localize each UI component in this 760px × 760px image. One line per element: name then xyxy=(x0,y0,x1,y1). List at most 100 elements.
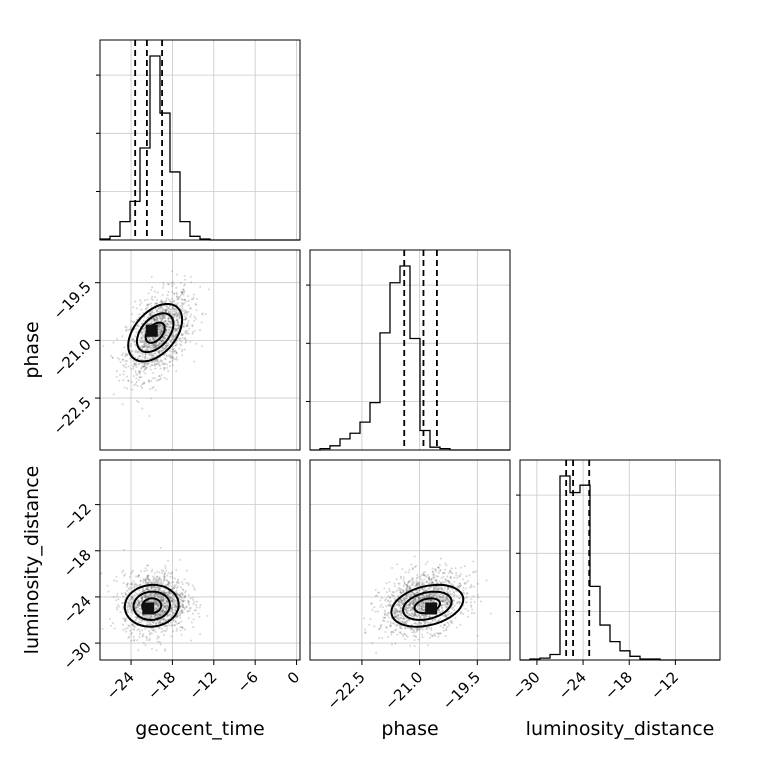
sample-point xyxy=(163,367,166,370)
sample-point xyxy=(164,332,167,335)
sample-point xyxy=(148,322,151,325)
sample-point xyxy=(436,587,439,590)
sample-point xyxy=(414,566,417,569)
sample-point xyxy=(159,622,162,625)
sample-point xyxy=(148,361,151,364)
sample-point xyxy=(144,578,147,581)
sample-point xyxy=(156,575,159,578)
sample-point xyxy=(173,599,176,602)
sample-point xyxy=(128,587,131,590)
sample-point xyxy=(401,599,404,602)
sample-point xyxy=(141,353,144,356)
sample-point xyxy=(452,590,455,593)
sample-point xyxy=(402,589,405,592)
sample-point xyxy=(141,587,144,590)
sample-point xyxy=(130,605,133,608)
sample-point xyxy=(394,604,397,607)
sample-point xyxy=(176,322,179,325)
sample-point xyxy=(171,597,174,600)
sample-point xyxy=(130,598,133,601)
sample-point xyxy=(420,606,423,609)
sample-point xyxy=(470,598,473,601)
sample-point xyxy=(419,622,422,625)
sample-point xyxy=(169,355,172,358)
sample-point xyxy=(156,613,159,616)
sample-point xyxy=(180,604,183,607)
sample-point xyxy=(410,563,413,566)
sample-point xyxy=(133,362,136,365)
sample-point xyxy=(147,322,150,325)
sample-point xyxy=(118,379,121,382)
sample-point xyxy=(153,318,156,321)
sample-point xyxy=(170,635,173,638)
sample-point xyxy=(141,345,144,348)
sample-point xyxy=(399,608,402,611)
sample-point xyxy=(158,579,161,582)
sample-point xyxy=(141,345,144,348)
sample-point xyxy=(152,621,155,624)
panel-frame xyxy=(519,459,721,661)
sample-point xyxy=(178,295,181,298)
sample-point xyxy=(152,578,155,581)
sample-point xyxy=(394,642,397,645)
sample-point xyxy=(168,361,171,364)
sample-point xyxy=(131,338,134,341)
sample-point xyxy=(164,607,167,610)
sample-point xyxy=(388,624,391,627)
sample-point xyxy=(427,588,430,591)
sample-point xyxy=(144,372,147,375)
sample-point xyxy=(128,635,131,638)
sample-point xyxy=(147,379,150,382)
sample-point xyxy=(447,579,450,582)
sample-point xyxy=(170,350,173,353)
sample-point xyxy=(157,310,160,313)
sample-point xyxy=(448,602,451,605)
sample-point xyxy=(172,347,175,350)
sample-point xyxy=(122,601,125,604)
sample-point xyxy=(154,630,157,633)
sample-point xyxy=(170,599,173,602)
sample-point xyxy=(168,596,171,599)
sample-point xyxy=(169,572,172,575)
sample-point xyxy=(413,631,416,634)
sample-point xyxy=(159,317,162,320)
sample-point xyxy=(399,601,402,604)
sample-point xyxy=(162,599,165,602)
sample-point xyxy=(182,611,185,614)
sample-point xyxy=(411,601,414,604)
sample-point xyxy=(139,611,142,614)
sample-point xyxy=(158,306,161,309)
sample-point xyxy=(383,611,386,614)
sample-point xyxy=(171,581,174,584)
sample-point xyxy=(458,574,461,577)
sample-point xyxy=(416,583,419,586)
sample-point xyxy=(136,357,139,360)
sample-point xyxy=(432,599,435,602)
sample-point xyxy=(150,361,153,364)
sample-point xyxy=(140,620,143,623)
sample-point xyxy=(165,579,168,582)
sample-point xyxy=(164,319,167,322)
sample-point xyxy=(183,599,186,602)
sample-point xyxy=(444,614,447,617)
sample-point xyxy=(447,580,450,583)
sample-point xyxy=(431,619,434,622)
sample-point xyxy=(181,603,184,606)
sample-point xyxy=(464,608,467,611)
sample-point xyxy=(458,575,461,578)
sample-point xyxy=(445,627,448,630)
sample-point xyxy=(150,397,153,400)
sample-point xyxy=(395,624,398,627)
sample-point xyxy=(134,349,137,352)
sample-point xyxy=(150,617,153,620)
sample-point xyxy=(153,614,156,617)
sample-point xyxy=(153,359,156,362)
sample-point xyxy=(129,349,132,352)
sample-point xyxy=(167,307,170,310)
sample-point xyxy=(139,331,142,334)
sample-point xyxy=(446,613,449,616)
sample-point xyxy=(182,606,185,609)
sample-point xyxy=(163,578,166,581)
sample-point xyxy=(408,595,411,598)
sample-point xyxy=(413,598,416,601)
